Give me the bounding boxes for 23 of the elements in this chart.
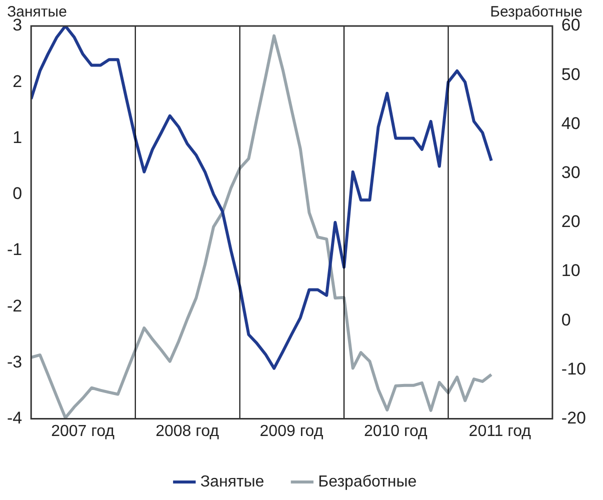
y2-tick-label: 40 [561,114,580,133]
x-tick-label: 2008 год [156,422,220,440]
legend-label: Занятые [200,473,264,490]
y2-tick-label: 10 [561,261,580,280]
x-tick-label: 2009 год [260,422,324,440]
y-tick-label: 2 [12,72,22,91]
y-tick-label: -2 [6,296,22,316]
y2-tick-label: -20 [561,408,586,428]
x-tick-label: 2007 год [51,422,116,440]
y-tick-label: -1 [6,240,22,260]
y-tick-label: 1 [12,128,22,147]
legend-label: Безработные [318,473,417,490]
y2-tick-label: 30 [561,162,580,182]
y-tick-label: -4 [6,408,22,428]
y-tick-label: 0 [12,184,22,204]
y2-tick-label: -10 [561,359,586,378]
y2-tick-label: 20 [561,212,580,232]
x-tick-label: 2010 год [364,422,428,440]
y-tick-label: -3 [6,352,22,372]
y-tick-label: 3 [12,16,22,35]
y2-tick-label: 0 [561,310,571,330]
y2-tick-label: 50 [561,64,580,84]
x-tick-label: 2011 год [468,422,532,440]
